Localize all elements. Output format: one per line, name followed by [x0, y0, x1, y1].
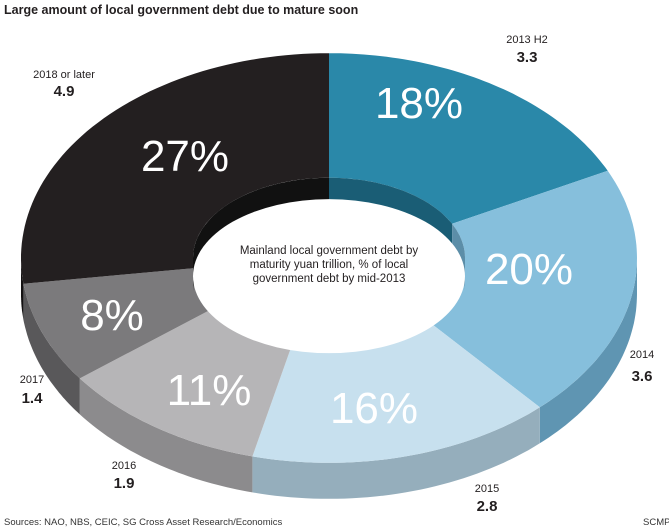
slice-value-label: 1.4: [22, 390, 44, 407]
slice-side-2016: [79, 378, 253, 493]
donut-hole-center: [193, 199, 465, 354]
slice-2016: [79, 305, 296, 457]
percent-label: 18%: [375, 79, 463, 128]
center-label-line-3: government debt by mid-2013: [253, 273, 406, 285]
source-note: Sources: NAO, NBS, CEIC, SG Cross Asset …: [4, 517, 283, 528]
slice-name-label: 2014: [630, 349, 654, 361]
slice-value-label: 2.8: [477, 498, 498, 515]
percent-label: 16%: [330, 384, 418, 433]
slice-name-label: 2016: [112, 460, 136, 472]
outer-labels: 2013 H2 3.3 2014 3.6 2015 2.8 2016 1.9 2017 1.4 20…: [20, 34, 654, 515]
slice-value-label: 3.3: [517, 49, 538, 66]
percent-label: 11%: [167, 366, 252, 415]
slice-side-2018-or-later: [21, 258, 24, 320]
slice-name-label: 2018 or later: [33, 69, 95, 81]
slice-name-label: 2017: [20, 374, 44, 386]
slice-side-2014: [539, 258, 637, 444]
slice-name-label: 2015: [475, 483, 499, 495]
percent-labels: 18% 20% 16% 11% 8% 27%: [80, 79, 573, 433]
slice-side-2015: [252, 407, 540, 499]
donut-sides: [21, 258, 637, 499]
credit: SCMP: [643, 517, 669, 528]
center-label-line-2: maturity yuan trillion, % of local: [250, 259, 409, 271]
donut-slices: [21, 53, 637, 463]
slice-2013-h2: [329, 53, 608, 224]
slice-value-label: 1.9: [114, 475, 135, 492]
slice-value-label: 4.9: [54, 83, 75, 100]
slice-2017: [23, 268, 220, 379]
slice-2018-or-later: [21, 53, 329, 284]
slice-name-label: 2013 H2: [506, 34, 548, 46]
percent-label: 8%: [80, 291, 144, 340]
percent-label: 27%: [141, 132, 229, 181]
donut-hole: [193, 177, 465, 354]
slice-value-label: 3.6: [632, 368, 653, 385]
chart-title: Large amount of local government debt du…: [4, 3, 359, 17]
percent-label: 20%: [485, 245, 573, 294]
slice-2014: [422, 170, 637, 408]
center-label-line-1: Mainland local government debt by: [240, 245, 419, 257]
slice-side-2017: [23, 283, 80, 415]
